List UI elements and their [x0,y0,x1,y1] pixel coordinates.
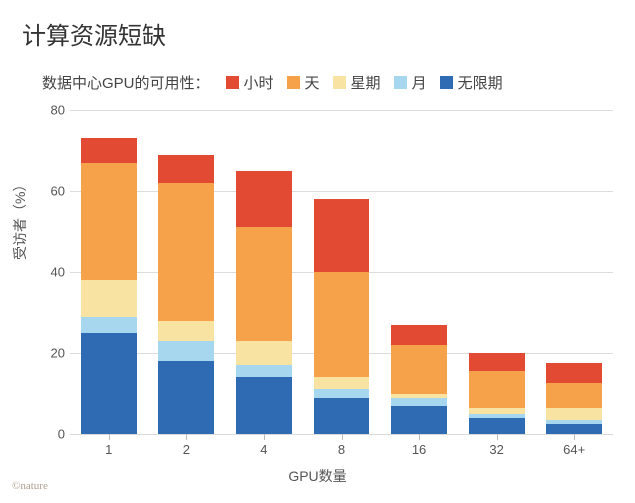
bar-segment [546,363,602,383]
bar-segment [158,341,214,361]
bar-segment [391,398,447,406]
bar-segment [314,389,370,397]
legend-item: 天 [287,72,320,93]
bar [469,353,525,434]
y-tick-label: 80 [40,103,65,118]
legend-item: 无限期 [440,72,503,93]
y-tick-label: 0 [40,427,65,442]
bar [546,363,602,434]
source-credit: ©nature [12,480,48,492]
legend-swatch [333,76,346,89]
legend-label: 数据中心GPU的可用性： [42,72,210,93]
bar-segment [469,371,525,407]
legend-swatch [226,76,239,89]
legend-swatch [287,76,300,89]
bar-segment [158,183,214,321]
bar [236,171,292,434]
bar [81,138,137,434]
bar-segment [236,341,292,365]
bar-segment [469,418,525,434]
bar-segment [314,377,370,389]
x-axis-label: GPU数量 [0,466,635,486]
bar-segment [236,227,292,340]
bar [391,325,447,434]
y-tick-label: 40 [40,265,65,280]
bar-segment [158,155,214,183]
bar-segment [81,138,137,162]
legend-item-label: 无限期 [458,72,503,93]
bar-segment [391,325,447,345]
y-axis-label: 受访者（%） [10,178,30,260]
bar-segment [314,272,370,377]
x-tick-label: 1 [105,442,112,457]
bar-segment [546,424,602,434]
x-tick-label: 32 [489,442,503,457]
x-tick-label: 2 [183,442,190,457]
bar-segment [81,317,137,333]
legend-swatch [440,76,453,89]
bar-segment [158,361,214,434]
bar-segment [81,280,137,316]
legend-item-label: 天 [305,72,320,93]
x-tick-label: 64+ [563,442,585,457]
plot-area: 0204060801248163264+ [70,110,613,435]
legend-item-label: 月 [412,72,427,93]
x-tick-label: 8 [338,442,345,457]
legend-item-label: 星期 [351,72,381,93]
bar-segment [236,377,292,434]
bar-segment [236,365,292,377]
bar [158,155,214,434]
legend-item: 星期 [333,72,381,93]
x-tick-label: 4 [260,442,267,457]
bar-segment [546,383,602,407]
legend-item: 小时 [226,72,274,93]
legend: 数据中心GPU的可用性： 小时 天 星期 月 无限期 [42,72,516,93]
chart-title: 计算资源短缺 [22,16,166,51]
bar-segment [236,171,292,228]
bar-segment [314,199,370,272]
y-tick-label: 20 [40,346,65,361]
bar-segment [81,333,137,434]
bar-segment [81,163,137,280]
legend-swatch [394,76,407,89]
bar-segment [391,345,447,394]
bar-segment [314,398,370,434]
legend-item-label: 小时 [244,72,274,93]
bar-segment [546,408,602,420]
bar-segment [469,353,525,371]
bar-segment [391,406,447,434]
bar [314,199,370,434]
y-tick-label: 60 [40,184,65,199]
x-tick-label: 16 [412,442,426,457]
legend-item: 月 [394,72,427,93]
bar-segment [158,321,214,341]
